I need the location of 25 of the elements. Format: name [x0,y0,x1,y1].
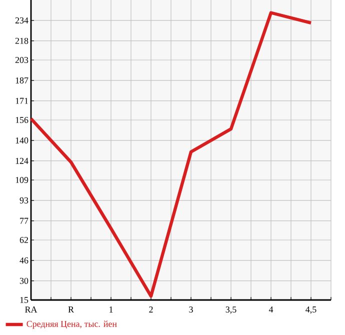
x-tick-label: 2 [149,306,153,312]
line-series [29,11,313,298]
y-tick-label: 234 [15,17,28,24]
x-tick-label: RA [25,306,38,312]
y-tick-label: 46 [20,257,28,264]
x-tick-label: 4,5 [306,306,316,314]
x-tick-label: 3,5 [226,306,236,314]
y-tick-label: 15 [20,296,28,304]
x-tick-label: R [68,306,74,312]
y-tick-label: 77 [20,218,28,224]
legend-label: Средняя Цена, тыс. йен [26,320,117,329]
y-tick-label: 156 [16,116,28,124]
y-tick-label: 62 [20,236,28,244]
y-tick-label: 109 [16,176,28,184]
y-tick-label: 171 [16,98,28,104]
y-tick-label: 124 [16,158,28,164]
y-tick-label: 218 [15,38,28,44]
x-tick-label: 1 [110,306,113,312]
y-tick-label: 30 [20,278,28,284]
y-tick-label: 93 [20,197,28,204]
x-tick-label: 3 [189,306,193,313]
y-tick-label: 187 [16,77,28,84]
x-tick-label: 4 [268,306,274,312]
y-tick-label: 140 [16,137,28,144]
y-tick-label: 203 [15,56,28,64]
